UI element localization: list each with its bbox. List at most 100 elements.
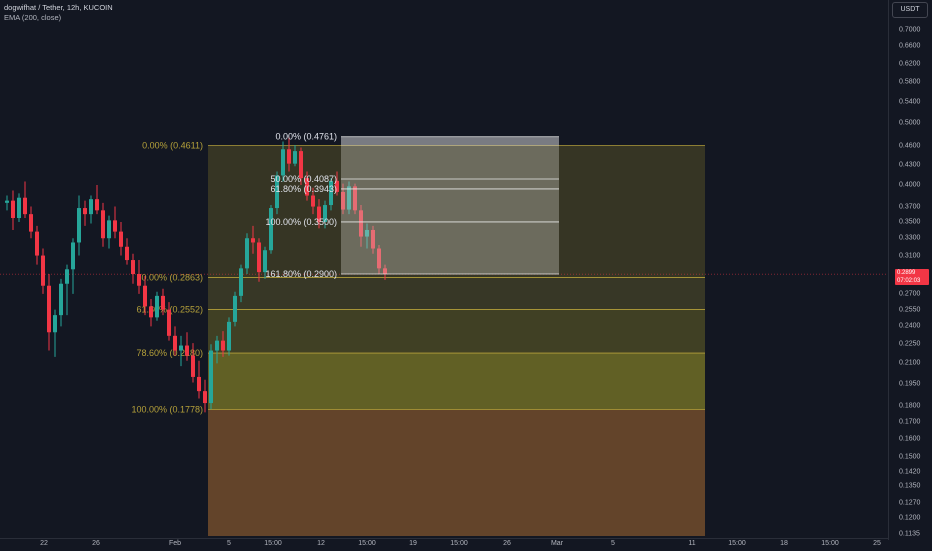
candle-body [71, 242, 75, 270]
fib-level-label: 78.60% (0.2180) [136, 348, 203, 358]
candle-body [281, 149, 285, 176]
candle-body [329, 180, 333, 206]
price-tick: 0.1700 [899, 418, 921, 426]
candle-body [179, 345, 183, 351]
candle-body [311, 195, 315, 207]
price-tick: 0.1270 [899, 499, 921, 507]
fib-box-label: 0.00% (0.4761) [275, 132, 337, 142]
candle-body [257, 242, 261, 273]
fib-zone [208, 409, 705, 536]
price-tick: 0.1500 [899, 453, 921, 461]
price-tick: 0.1950 [899, 380, 921, 388]
time-tick: 15:00 [728, 540, 746, 547]
time-tick: 15:00 [358, 540, 376, 547]
candle-body [101, 210, 105, 239]
candle-body [215, 340, 219, 351]
candle-body [17, 197, 21, 219]
time-tick: 12 [317, 540, 325, 547]
fib-zone [208, 277, 705, 310]
candle-body [341, 191, 345, 210]
price-tick: 0.4000 [899, 181, 921, 189]
fib-box-top-band [341, 136, 559, 146]
time-tick: Feb [168, 540, 182, 547]
price-tick: 0.2400 [899, 322, 921, 330]
price-tick: 0.4300 [899, 161, 921, 169]
price-tick: 0.1800 [899, 402, 921, 410]
fib-box [341, 136, 559, 275]
fib-box-label: 100.00% (0.3500) [265, 217, 337, 227]
fib-level-label: 100.00% (0.1778) [131, 405, 203, 415]
candle-body [269, 208, 273, 251]
candle-body [305, 178, 309, 196]
price-tick: 0.3300 [899, 234, 921, 242]
candle-body [167, 309, 171, 336]
candle-body [137, 274, 141, 286]
candle-body [383, 268, 387, 275]
candle-body [323, 205, 327, 222]
candle-body [59, 283, 63, 316]
candle-body [95, 199, 99, 211]
candle-body [221, 340, 225, 351]
price-tick: 0.3100 [899, 252, 921, 260]
candle-body [293, 151, 297, 164]
time-tick: Mar [550, 540, 564, 547]
bar-countdown: 07:02:03 [897, 278, 921, 284]
candle-body [263, 250, 267, 273]
chart-header: dogwifhat / Tether, 12h, KUCOIN EMA (200… [4, 3, 113, 23]
price-tick: 0.1600 [899, 435, 921, 443]
price-tick: 0.1420 [899, 468, 921, 476]
price-tick: 0.3500 [899, 218, 921, 226]
fib-zone [208, 309, 705, 354]
currency-button[interactable]: USDT [892, 2, 928, 18]
time-tick: 25 [873, 540, 881, 547]
fib-level-label: 50.00% (0.2863) [136, 273, 203, 283]
candle-body [299, 151, 303, 179]
candle-body [245, 238, 249, 269]
price-tick: 0.1200 [899, 514, 921, 522]
fib-level-label: 61.80% (0.2552) [136, 304, 203, 314]
time-tick: 5 [611, 540, 615, 547]
candle-body [347, 186, 351, 210]
fib-box-label: 50.00% (0.4087) [270, 174, 337, 184]
price-tick: 0.7000 [899, 26, 921, 34]
price-tick: 0.2700 [899, 290, 921, 298]
candle-body [191, 355, 195, 377]
candle-body [143, 285, 147, 307]
time-tick: 15:00 [821, 540, 839, 547]
candle-body [47, 285, 51, 333]
candle-body [107, 220, 111, 239]
candle-body [155, 295, 159, 318]
time-tick: 26 [503, 540, 511, 547]
price-tick: 0.4600 [899, 142, 921, 150]
candle-body [371, 229, 375, 249]
time-tick: 15:00 [264, 540, 282, 547]
fib-box-label: 61.80% (0.3943) [270, 184, 337, 194]
candle-body [377, 248, 381, 269]
candle-body [359, 210, 363, 237]
candle-body [131, 260, 135, 275]
candle-body [161, 295, 165, 310]
time-tick: 22 [40, 540, 48, 547]
candle-body [353, 186, 357, 211]
time-axis[interactable] [0, 538, 888, 551]
fib-level-label: 0.00% (0.4611) [142, 141, 203, 151]
candle-body [29, 214, 33, 232]
candle-body [173, 335, 177, 351]
price-tick: 0.1350 [899, 482, 921, 490]
last-price-value: 0.2899 [897, 270, 916, 276]
time-tick: 5 [227, 540, 231, 547]
price-tick: 0.6600 [899, 42, 921, 50]
candle-body [113, 220, 117, 232]
time-tick: 15:00 [450, 540, 468, 547]
candle-body [317, 206, 321, 222]
candle-body [185, 345, 189, 356]
price-tick: 0.2100 [899, 359, 921, 367]
candle-body [209, 350, 213, 404]
price-tick: 0.2550 [899, 306, 921, 314]
candle-body [35, 231, 39, 256]
fib-zone [208, 145, 705, 278]
price-tick: 0.1135 [899, 530, 920, 538]
time-tick: 26 [92, 540, 100, 547]
indicator-label[interactable]: EMA (200, close) [4, 13, 62, 22]
